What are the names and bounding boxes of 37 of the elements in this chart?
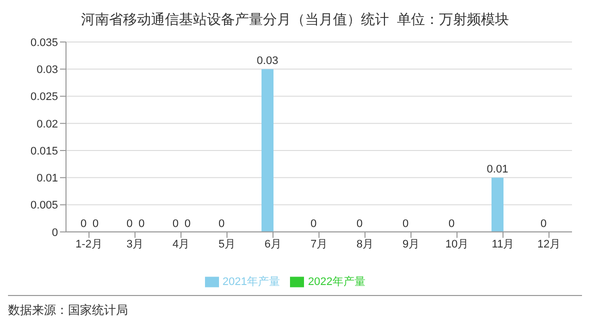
y-tick-label: 0.01 bbox=[36, 172, 58, 185]
x-tick-label: 1-2月 bbox=[76, 238, 102, 251]
x-tick-label: 9月 bbox=[402, 238, 420, 251]
x-tick-label: 3月 bbox=[126, 238, 144, 251]
x-tick-label: 10月 bbox=[445, 238, 469, 251]
x-tick-label: 12月 bbox=[537, 238, 561, 251]
y-tick-label: 0 bbox=[52, 226, 58, 239]
x-tick-label: 8月 bbox=[356, 238, 374, 251]
y-tick-label: 0.025 bbox=[30, 91, 58, 104]
data-label: 0 bbox=[310, 218, 317, 230]
data-label: 0 bbox=[80, 218, 87, 230]
data-label: 0 bbox=[138, 218, 145, 230]
data-label: 0 bbox=[218, 218, 225, 230]
data-label: 0 bbox=[540, 218, 547, 230]
y-tick-label: 0.03 bbox=[36, 64, 58, 76]
data-label: 0 bbox=[356, 218, 363, 230]
data-label: 0 bbox=[184, 218, 191, 230]
data-label: 0.01 bbox=[486, 164, 508, 176]
x-tick-label: 7月 bbox=[310, 238, 328, 251]
data-label: 0 bbox=[92, 218, 99, 230]
source-note: 数据来源：国家统计局 bbox=[8, 302, 128, 319]
data-label: 0 bbox=[448, 218, 455, 230]
data-label: 0 bbox=[172, 218, 179, 230]
x-tick-label: 6月 bbox=[264, 238, 282, 251]
chart-title: 河南省移动通信基站设备产量分月（当月值）统计 单位：万射频模块 bbox=[80, 10, 510, 29]
x-tick-label: 11月 bbox=[492, 238, 514, 251]
legend-label: 2022年产量 bbox=[308, 276, 366, 288]
y-tick-label: 0.02 bbox=[36, 118, 58, 130]
data-label: 0.03 bbox=[256, 55, 278, 68]
y-tick-label: 0.015 bbox=[30, 145, 58, 158]
data-label: 0 bbox=[126, 218, 133, 230]
x-tick-label: 5月 bbox=[218, 238, 236, 251]
legend-label: 2021年产量 bbox=[222, 276, 280, 288]
data-label: 0 bbox=[402, 218, 409, 230]
y-tick-label: 0.005 bbox=[30, 200, 58, 212]
x-tick-label: 4月 bbox=[172, 238, 190, 251]
y-tick-label: 0.035 bbox=[30, 36, 58, 49]
